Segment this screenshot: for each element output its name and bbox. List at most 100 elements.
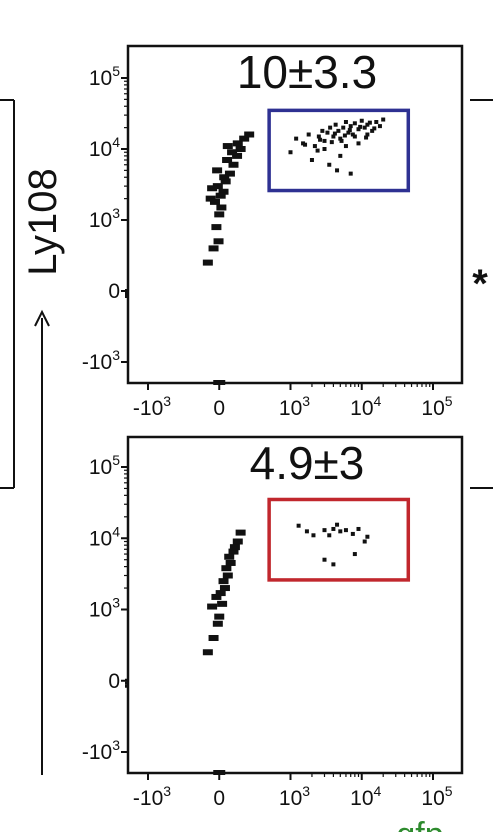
y-tick-label: 0: [108, 280, 120, 303]
x-tick-label: 103: [279, 393, 310, 420]
cluster-point: [219, 174, 230, 181]
event-point: [320, 128, 325, 133]
event-point: [352, 121, 357, 126]
y-tick-label: 0: [108, 670, 120, 693]
cluster-point: [222, 156, 233, 163]
edge-event: [125, 289, 129, 292]
event-point: [331, 134, 336, 139]
edge-event: [213, 770, 226, 775]
cluster-point: [239, 135, 250, 142]
event-point: [322, 557, 327, 562]
event-point: [381, 117, 386, 122]
event-point: [356, 526, 361, 531]
y-tick-label: 104: [89, 523, 120, 550]
x-axis-label: gfp: [396, 816, 443, 832]
cluster-point: [212, 167, 223, 174]
cluster-point: [217, 600, 228, 607]
event-point: [329, 140, 334, 145]
y-tick-label: 105: [89, 452, 120, 479]
gate-percentage: 4.9±3: [250, 437, 365, 489]
event-point: [294, 136, 299, 141]
scatter-panel-top: 10±3.3 105 104 103 0 -103 -103 0 103 104 105: [82, 44, 464, 420]
gate-percentage: 10±3.3: [237, 46, 377, 98]
event-point: [304, 529, 309, 534]
event-point: [288, 150, 293, 155]
event-point: [338, 136, 343, 141]
cluster-point: [244, 131, 255, 138]
event-point: [356, 141, 361, 146]
y-axis-arrow-head: [34, 309, 50, 327]
cluster-point: [212, 620, 223, 627]
event-point: [322, 528, 327, 533]
cluster-point: [222, 143, 233, 150]
event-point: [365, 132, 370, 137]
event-point: [322, 147, 327, 151]
x-tick-label: 103: [279, 783, 310, 810]
event-point: [365, 122, 370, 127]
event-point: [335, 168, 340, 173]
cluster-point: [208, 245, 219, 252]
cluster-point: [211, 224, 222, 231]
x-tick-label: -103: [133, 783, 171, 810]
event-point: [377, 124, 382, 129]
cluster-point: [224, 553, 235, 560]
event-point: [343, 120, 348, 125]
cluster-point: [214, 211, 225, 218]
event-point: [328, 125, 333, 130]
event-point: [331, 562, 336, 567]
event-point: [350, 531, 355, 536]
event-point: [342, 133, 347, 138]
cluster-point: [219, 585, 230, 592]
event-point: [372, 126, 377, 131]
event-point: [303, 142, 308, 147]
cluster-point: [207, 185, 218, 192]
event-point: [312, 144, 317, 149]
event-point: [352, 552, 357, 557]
x-tick-label: 105: [421, 393, 452, 420]
event-point: [348, 124, 353, 129]
significance-star: *: [472, 262, 488, 306]
event-point: [306, 132, 311, 137]
y-tick-label: -103: [82, 737, 120, 764]
event-point: [343, 144, 348, 149]
cluster-point: [224, 170, 235, 177]
x-tick-label: 0: [213, 397, 225, 420]
event-point: [325, 130, 330, 135]
event-point: [327, 533, 332, 538]
event-point: [362, 125, 367, 130]
event-point: [358, 124, 363, 129]
event-point: [374, 120, 379, 125]
cluster-point: [229, 544, 240, 551]
y-tick-label: -103: [82, 347, 120, 374]
event-point: [364, 135, 369, 140]
cluster-point: [213, 238, 224, 245]
event-point: [309, 157, 314, 162]
cluster-point: [232, 152, 243, 159]
cluster-point: [232, 140, 243, 147]
scatter-panel-bottom: 4.9±3 105 104 103 0 -103 -103 0 103 104 105: [82, 435, 464, 810]
cluster-point: [212, 183, 223, 190]
y-tick-label: 104: [89, 134, 120, 161]
event-point: [296, 523, 301, 528]
cluster-point: [235, 146, 246, 152]
edge-event: [125, 292, 129, 295]
cluster-point: [218, 188, 229, 195]
cluster-point: [225, 559, 236, 566]
event-point: [322, 138, 327, 143]
gate-rectangle: [267, 108, 411, 193]
cluster-point: [208, 635, 219, 641]
edge-event: [125, 684, 129, 688]
event-point: [367, 120, 372, 125]
event-point: [332, 131, 337, 136]
edge-event: [213, 380, 226, 385]
cluster-point: [215, 590, 226, 597]
event-point: [370, 128, 375, 133]
cluster-point: [209, 198, 220, 205]
x-tick-label: 0: [213, 787, 225, 810]
cluster-point: [232, 538, 243, 545]
cluster-point: [202, 259, 213, 266]
event-point: [341, 125, 346, 130]
cluster-point: [222, 572, 233, 579]
x-tick-label: 104: [350, 783, 381, 810]
